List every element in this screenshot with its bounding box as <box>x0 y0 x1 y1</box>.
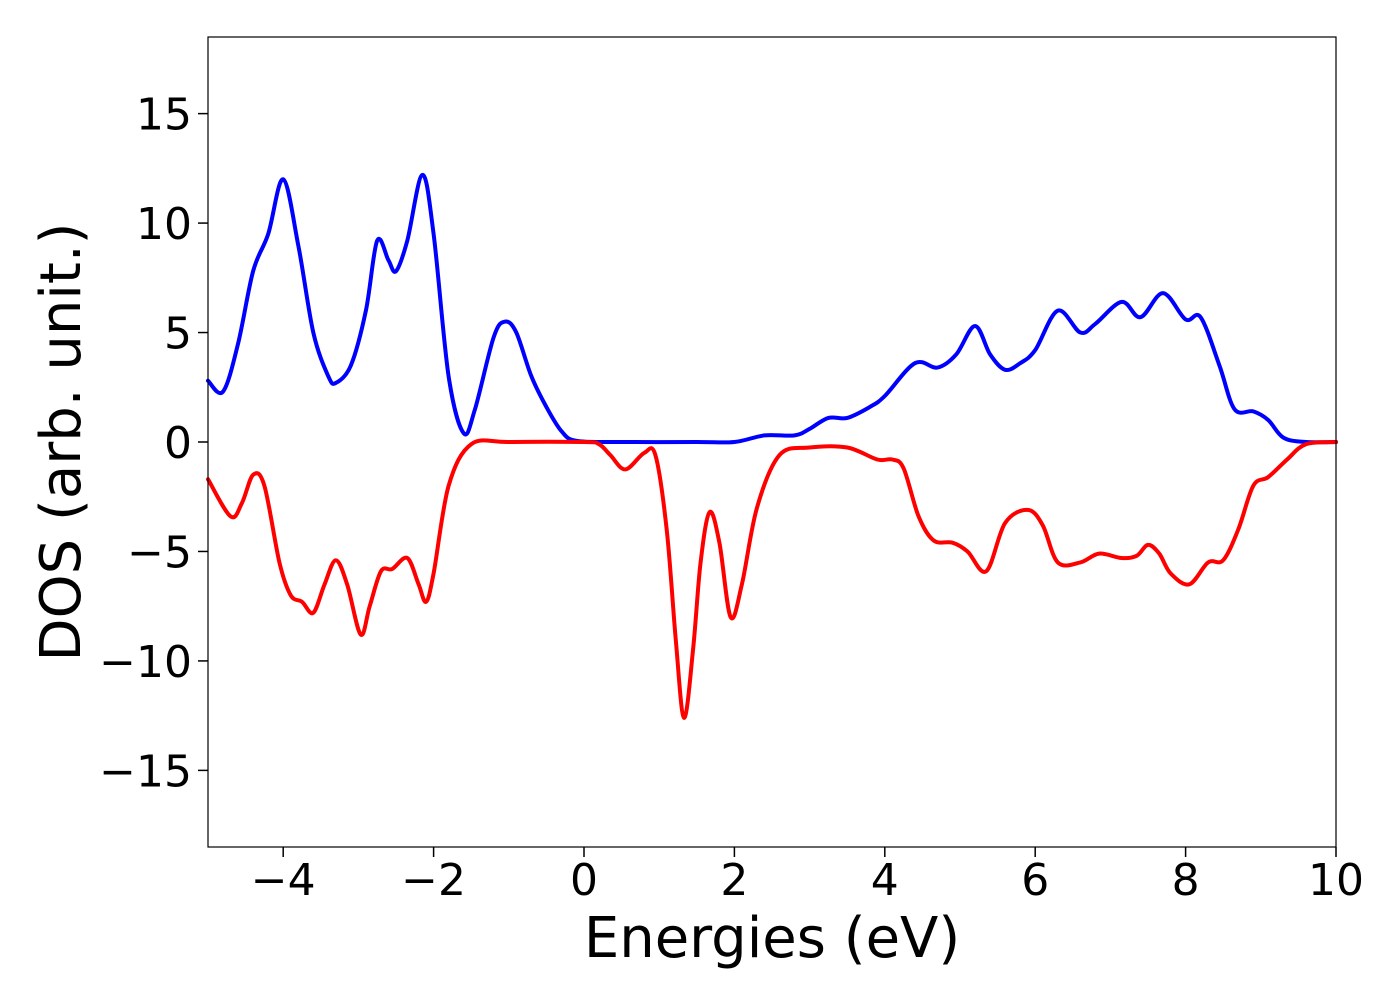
y-tick-label: −10 <box>99 637 192 688</box>
y-ticks: −15 −10 −5 0 5 10 15 <box>99 90 208 797</box>
y-tick-label: −15 <box>99 746 192 797</box>
x-axis-title: Energies (eV) <box>584 906 960 971</box>
y-tick-label: 0 <box>164 418 192 469</box>
x-tick-label: 10 <box>1308 855 1364 906</box>
y-axis-title: DOS (arb. unit.) <box>29 222 94 661</box>
spin-down-dos-line <box>206 438 1338 720</box>
x-tick-label: −4 <box>251 855 316 906</box>
y-tick-label: 10 <box>136 199 192 250</box>
x-ticks: −4 −2 0 2 4 6 8 10 <box>251 847 1364 906</box>
y-tick-label: −5 <box>127 527 192 578</box>
x-tick-label: 0 <box>570 855 598 906</box>
y-tick-label: 5 <box>164 309 192 360</box>
x-tick-label: 6 <box>1021 855 1049 906</box>
x-tick-label: 2 <box>720 855 748 906</box>
x-tick-label: −2 <box>401 855 466 906</box>
x-tick-label: 8 <box>1172 855 1200 906</box>
x-tick-label: 4 <box>871 855 899 906</box>
y-tick-label: 15 <box>136 90 192 141</box>
plot-lines <box>206 172 1338 720</box>
spin-up-dos-line <box>206 172 1338 445</box>
